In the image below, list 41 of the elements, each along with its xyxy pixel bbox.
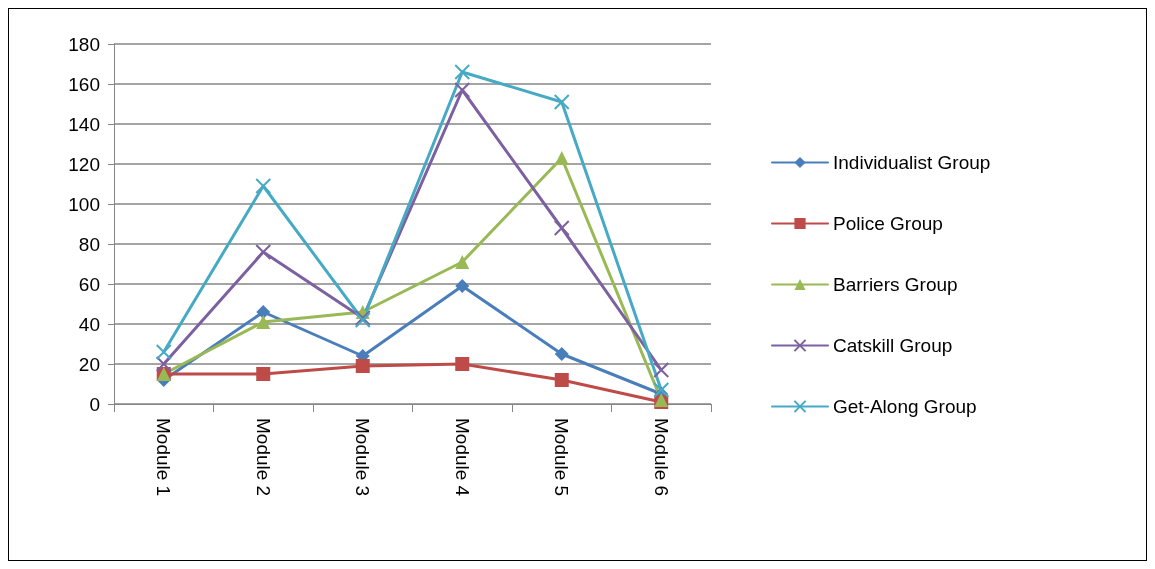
point — [554, 347, 569, 361]
point — [554, 151, 569, 165]
point — [255, 244, 272, 260]
point — [256, 305, 271, 319]
y-tick-label: 120 — [68, 153, 100, 175]
point — [653, 382, 670, 398]
x-tick-label: Module 6 — [650, 418, 672, 497]
legend-label: Barriers Group — [833, 274, 958, 295]
y-tick-label: 40 — [78, 313, 100, 335]
point — [155, 356, 172, 372]
point — [553, 94, 570, 110]
legend-label: Catskill Group — [833, 335, 953, 356]
x-tick-label: Module 4 — [451, 418, 473, 497]
y-tick-label: 20 — [78, 353, 100, 375]
point — [256, 315, 271, 329]
y-tick-label: 80 — [78, 233, 100, 255]
point — [455, 357, 470, 371]
y-tick-label: 60 — [78, 273, 100, 295]
y-tick-label: 100 — [68, 193, 100, 215]
point — [454, 82, 471, 98]
y-tick-label: 160 — [68, 73, 100, 95]
point — [155, 344, 172, 360]
y-tick-label: 180 — [68, 33, 100, 55]
x-tick-label: Module 2 — [252, 418, 274, 497]
point — [355, 359, 370, 373]
point — [455, 255, 470, 269]
x-tick-label: Module 5 — [551, 418, 573, 497]
point — [454, 64, 471, 80]
point — [256, 367, 271, 381]
y-tick-label: 0 — [89, 393, 100, 415]
point — [255, 178, 272, 194]
point — [455, 279, 470, 293]
legend-label: Individualist Group — [833, 152, 991, 173]
x-tick-label: Module 3 — [352, 418, 374, 497]
y-tick-label: 140 — [68, 113, 100, 135]
x-tick-label: Module 1 — [153, 418, 175, 497]
legend-label: Police Group — [833, 213, 943, 234]
point — [553, 220, 570, 236]
legend-label: Get-Along Group — [833, 396, 977, 417]
point — [554, 373, 569, 387]
point — [653, 362, 670, 378]
